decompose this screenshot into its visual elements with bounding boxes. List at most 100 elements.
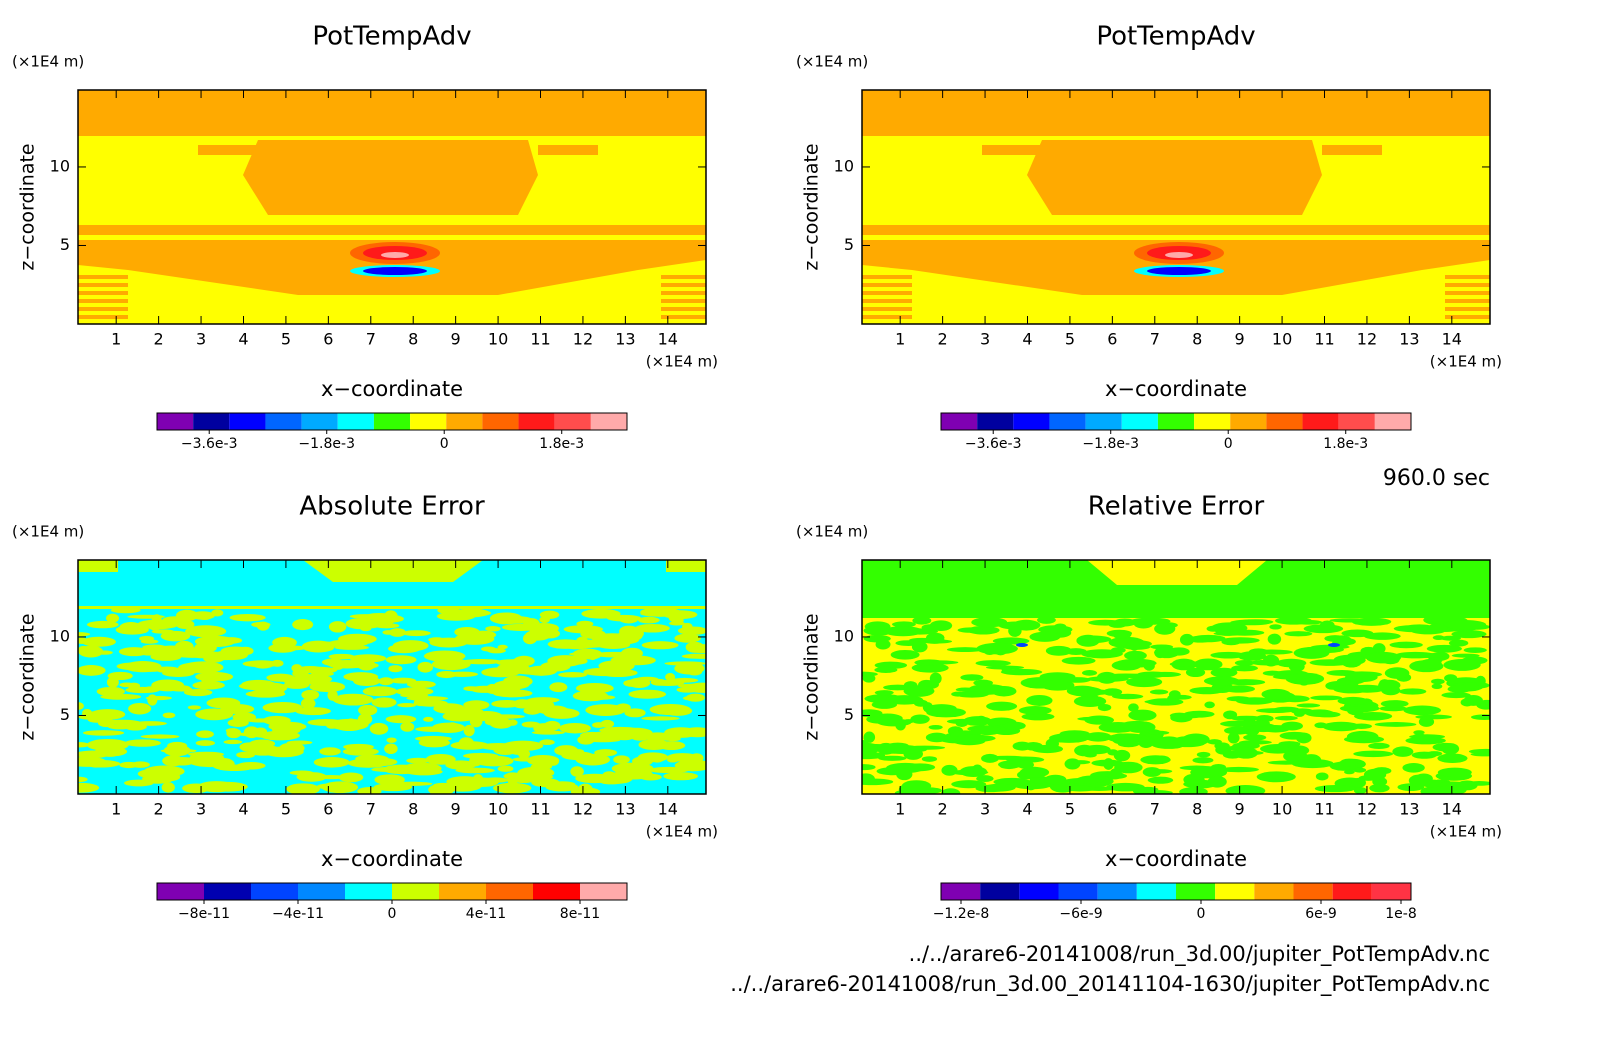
field [901,780,932,792]
field [78,90,706,136]
field [531,730,566,735]
field [319,747,341,756]
field [1025,766,1043,778]
field [1133,619,1154,629]
field [521,721,541,728]
field [904,745,946,750]
field [1213,631,1249,636]
field [78,782,100,793]
field [925,732,949,743]
field [192,681,225,690]
x-tick-label: 3 [980,800,990,819]
field [96,686,125,697]
field [307,708,329,716]
field [414,697,428,707]
y-tick-label: 5 [60,235,70,254]
field [321,658,344,666]
field [177,663,203,674]
field [663,772,699,781]
field [1221,638,1241,646]
field [558,672,588,678]
field [1182,733,1210,746]
field [187,705,201,710]
field [1109,768,1122,780]
field [271,724,301,735]
x-tick-label: 9 [451,800,461,819]
field [862,90,1490,136]
field [1235,697,1274,705]
field [941,764,958,776]
y-tick-label: 5 [60,705,70,724]
field [300,697,316,709]
field [431,722,466,734]
colorbar-swatch [580,883,627,900]
x-axis-label: x−coordinate [321,847,463,871]
field [1064,777,1104,784]
field [983,783,1016,792]
field [670,677,699,683]
field [286,783,320,794]
field [238,682,277,691]
field [183,688,213,697]
field [982,145,1052,155]
field [919,660,959,665]
field [1073,689,1112,696]
field [862,307,912,311]
x-tick-label: 1 [111,800,121,819]
field [362,686,398,697]
y-unit: (×1E4 m) [796,53,868,71]
field [925,632,945,643]
field [1380,700,1409,708]
field [1279,731,1310,740]
field [585,704,626,716]
field [538,145,598,155]
x-tick-label: 5 [281,800,291,819]
colorbar-swatch [410,413,447,430]
field [391,781,433,786]
field [628,677,651,688]
field [1354,711,1393,721]
field [1441,692,1471,699]
field [1445,291,1490,295]
field [1124,650,1147,661]
field [353,662,379,669]
field [951,691,965,697]
field [992,637,1030,645]
field [661,307,706,311]
field [591,633,634,643]
y-tick-label: 10 [50,156,70,175]
field [139,649,161,656]
field [1418,716,1435,727]
field [911,663,949,673]
field [1111,693,1144,700]
field [1225,785,1266,794]
field [1405,736,1446,745]
field [1018,706,1052,715]
x-tick-label: 8 [1192,330,1202,349]
x-tick-label: 4 [1022,330,1032,349]
field [185,625,227,638]
x-tick-label: 8 [408,800,418,819]
x-tick-label: 3 [196,330,206,349]
colorbar-swatch [1013,413,1050,430]
field [1237,619,1274,625]
field [160,748,197,753]
colorbar-swatch [1121,413,1158,430]
colorbar-swatch [486,883,533,900]
field [388,665,403,673]
field [862,275,912,279]
colorbar-swatch [337,413,374,430]
field [418,766,436,772]
colorbar-swatch [1254,883,1294,900]
field [78,307,128,311]
field [1128,709,1157,721]
field [1126,723,1155,732]
field [406,757,431,764]
field [301,640,335,653]
field [1379,705,1407,712]
field [78,283,128,287]
x-tick-label: 11 [1314,800,1334,819]
field [669,621,685,626]
field [124,779,154,787]
field [447,671,479,677]
